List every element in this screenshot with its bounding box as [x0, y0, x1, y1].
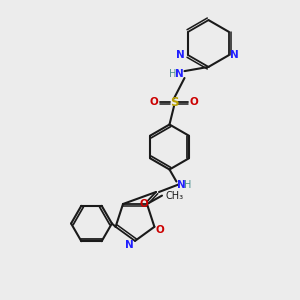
Text: H: H	[184, 179, 191, 190]
Text: CH₃: CH₃	[166, 190, 184, 201]
Text: S: S	[170, 95, 178, 109]
Text: O: O	[139, 199, 148, 209]
Text: H: H	[169, 69, 176, 79]
Text: O: O	[149, 97, 158, 107]
Text: N: N	[125, 239, 134, 250]
Text: N: N	[176, 50, 185, 60]
Text: O: O	[190, 97, 199, 107]
Text: N: N	[175, 69, 184, 79]
Text: N: N	[230, 50, 239, 60]
Text: O: O	[155, 225, 164, 236]
Text: N: N	[176, 179, 185, 190]
